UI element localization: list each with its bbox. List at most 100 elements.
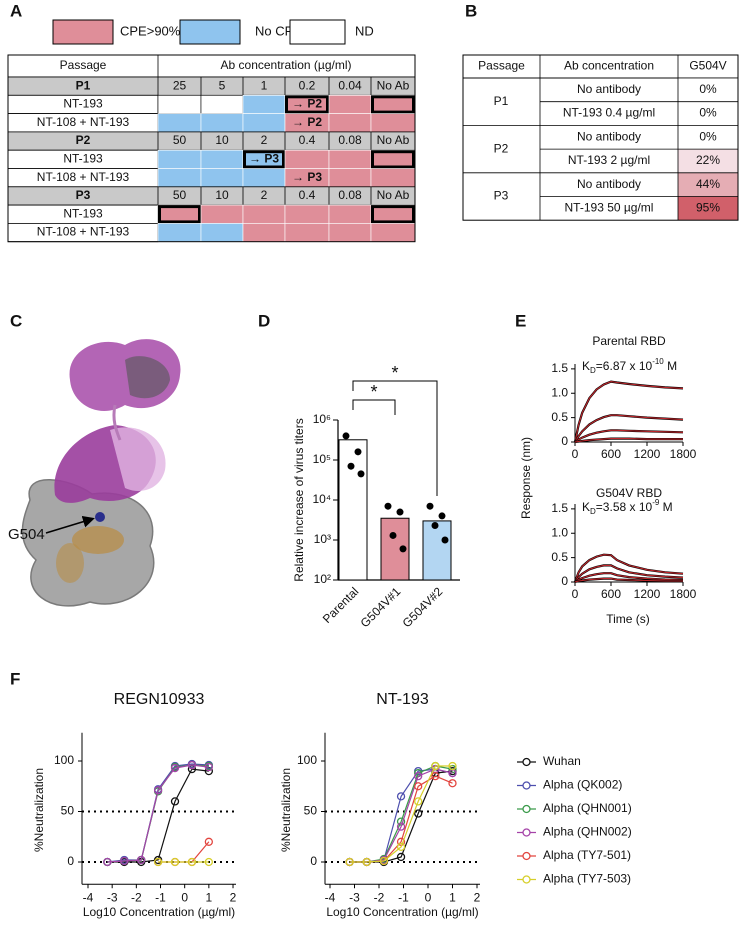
- cpe-cell: [200, 113, 244, 133]
- legend-swatch: [52, 19, 114, 45]
- selected-cell-border: [371, 205, 415, 224]
- panel-title: NT-193: [376, 691, 429, 708]
- legend-label: CPE>90%: [120, 23, 181, 38]
- data-point: [396, 852, 406, 862]
- x-tick-label: 600: [601, 447, 621, 461]
- concentration: 10: [215, 188, 229, 202]
- panel-label: D: [258, 311, 270, 330]
- x-tick-label: 600: [601, 587, 621, 601]
- antibody-condition: NT-193 0.4 µg/ml: [563, 106, 655, 120]
- x-tick-label: -4: [83, 890, 94, 904]
- data-point: [153, 786, 163, 795]
- significance-bracket: [352, 399, 396, 415]
- sensorgram-fit: [574, 381, 684, 443]
- legend-label: Alpha (QK002): [543, 778, 622, 792]
- data-point: [396, 822, 406, 831]
- x-tick-label: Parental: [320, 584, 362, 626]
- x-axis-label: Time (s): [606, 612, 650, 626]
- cpe-cell: [284, 223, 330, 242]
- passage-label: P2: [76, 133, 91, 147]
- kd-part: D: [590, 507, 596, 516]
- row-label: NT-108 + NT-193: [37, 225, 130, 239]
- sensorgram-fit: [574, 564, 684, 583]
- legend-marker: [522, 757, 531, 767]
- kd-part: M: [664, 359, 677, 373]
- row-label: NT-193: [63, 97, 103, 111]
- cpe-cell: [157, 113, 202, 133]
- data-point: [170, 797, 180, 806]
- legend-label: Alpha (TY7-501): [543, 848, 631, 862]
- data-point: [204, 857, 214, 867]
- data-point: [438, 512, 446, 520]
- cpe-cell: [284, 204, 330, 224]
- panel-label: F: [10, 669, 20, 688]
- concentration: No Ab: [377, 188, 410, 202]
- cpe-cell: [200, 149, 244, 169]
- significance-label: *: [370, 382, 377, 402]
- data-point: [414, 782, 423, 791]
- legend-marker: [522, 875, 531, 884]
- concentration: 25: [173, 78, 187, 92]
- y-tick-label: 0.5: [551, 550, 568, 564]
- x-tick-label: 1: [449, 890, 456, 904]
- cpe-cell: [157, 223, 202, 242]
- concentration: 0.04: [338, 78, 362, 92]
- cpe-cell: [200, 204, 244, 224]
- cpe-cell: [157, 95, 202, 114]
- x-axis-label: Log10 Concentration (µg/ml): [326, 905, 478, 919]
- data-point: [414, 809, 423, 818]
- data-point: [342, 432, 350, 440]
- response-curve: [349, 765, 453, 863]
- y-tick-label: 10²: [314, 572, 331, 586]
- panel-title: REGN10933: [114, 691, 205, 708]
- g504v-frequency: 0%: [699, 106, 717, 120]
- x-tick-label: 1800: [670, 447, 697, 461]
- data-point: [414, 772, 423, 781]
- antibody-domain-light: [110, 427, 166, 491]
- kd-part: -10: [652, 357, 664, 366]
- passage-label: P1: [76, 78, 91, 92]
- concentration: 5: [219, 78, 226, 92]
- linker: [112, 404, 122, 441]
- panel-label: A: [10, 1, 22, 20]
- y-tick-label: 0: [561, 574, 568, 588]
- data-point: [399, 545, 407, 553]
- panel-label: B: [465, 1, 477, 20]
- selected-cell-border: [243, 150, 285, 169]
- legend-label: ND: [355, 23, 374, 38]
- data-point: [396, 842, 406, 851]
- antibody-condition: No antibody: [577, 82, 641, 96]
- cpe-cell: [200, 168, 244, 188]
- concentration: 50: [173, 188, 187, 202]
- cpe-cell: [370, 113, 416, 133]
- cpe-cell: [242, 168, 286, 188]
- kd-value: KD=3.58 x 10-9 M: [582, 498, 673, 516]
- significance-label: *: [391, 363, 398, 383]
- data-point: [431, 522, 439, 530]
- kd-part: =6.87 x 10: [596, 359, 653, 373]
- data-point: [357, 470, 365, 478]
- response-curve: [107, 763, 209, 863]
- data-point: [414, 797, 423, 806]
- x-tick-label: -1: [398, 890, 409, 904]
- selected-cell-border: [285, 95, 329, 114]
- x-tick-label: G504V#2: [400, 584, 446, 630]
- y-axis-label: %Neutralization: [32, 768, 46, 852]
- x-tick-label: 0: [572, 587, 579, 601]
- table-border: [462, 54, 739, 221]
- concentration: 1: [261, 78, 268, 92]
- frequency-cell: [678, 78, 738, 102]
- y-tick-label: 1.0: [551, 525, 568, 539]
- table-header-cell: Passage: [478, 59, 525, 73]
- concentration: 2: [261, 133, 268, 147]
- data-point: [204, 837, 214, 846]
- response-curve: [349, 770, 453, 863]
- kd-part: -9: [652, 498, 660, 507]
- y-axis-label: Response (nm): [519, 437, 533, 519]
- cell-arrow-label: → P3: [249, 152, 279, 166]
- data-point: [396, 837, 406, 846]
- antibody-domain-dark: [125, 356, 170, 399]
- passage-label: P3: [76, 188, 91, 202]
- response-curve: [107, 764, 209, 863]
- passage-label: P3: [494, 189, 509, 203]
